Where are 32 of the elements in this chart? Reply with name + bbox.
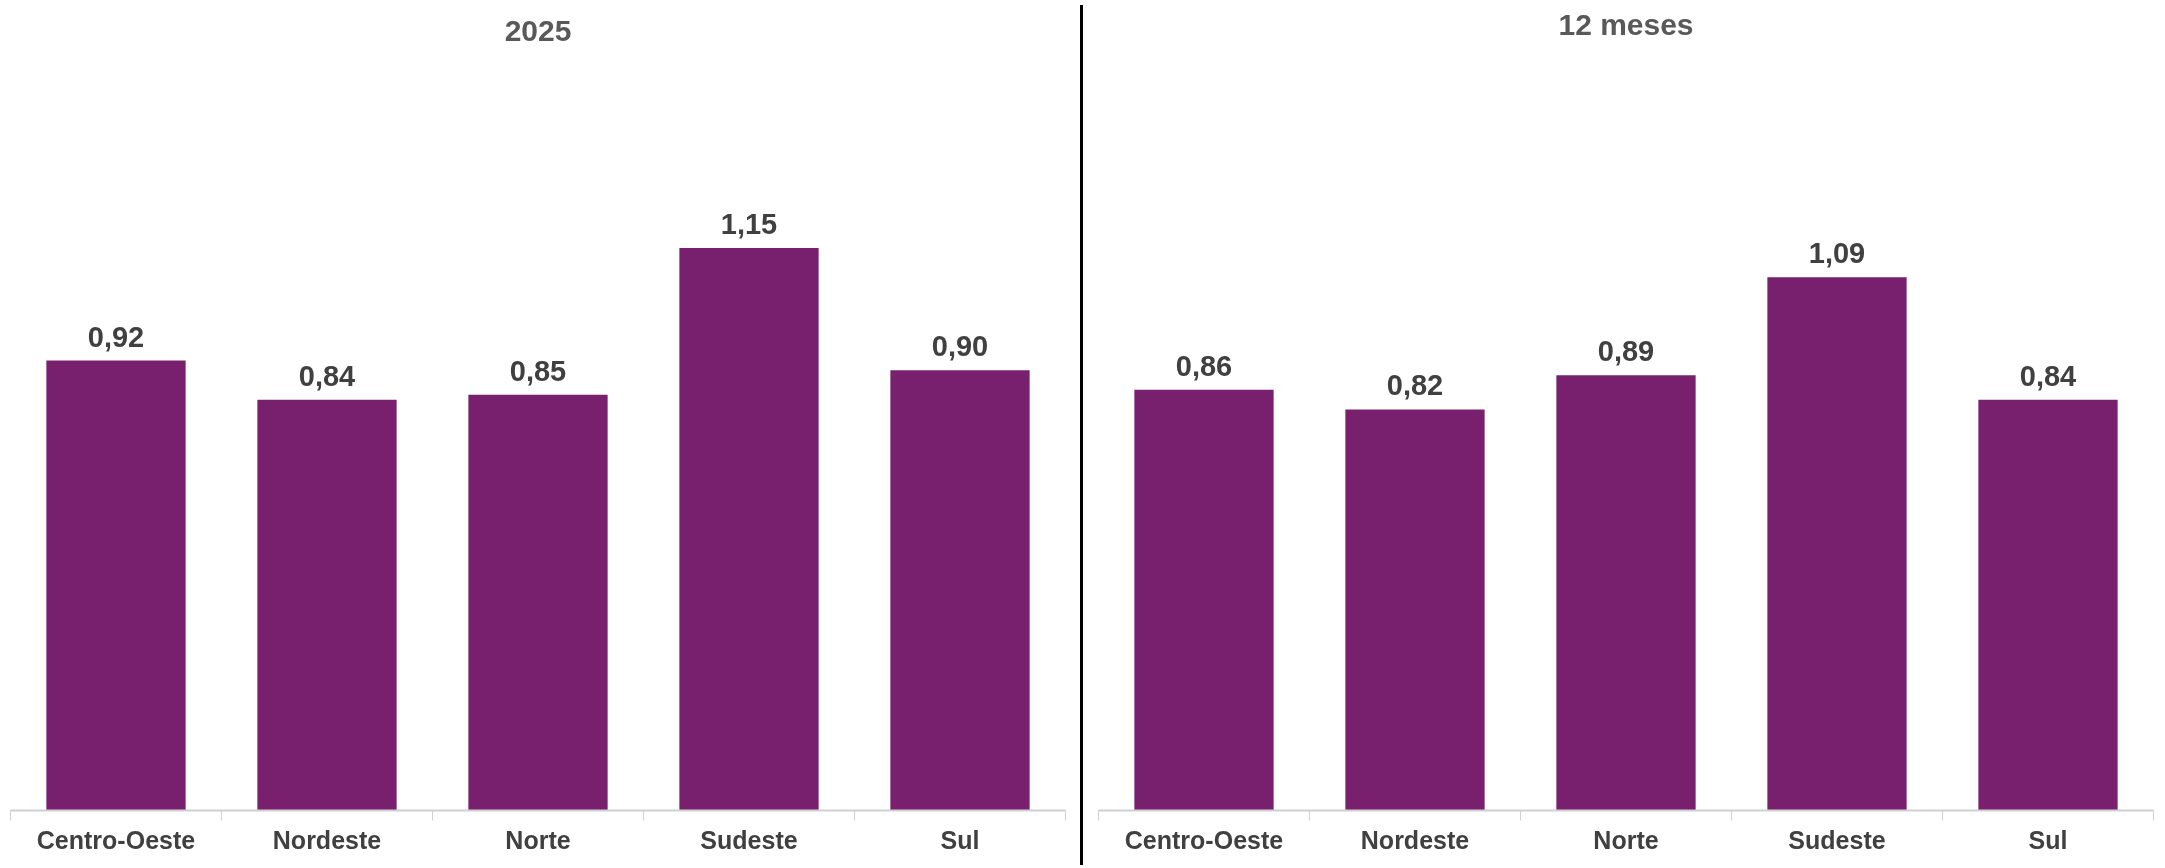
bar [1767,277,1907,811]
data-label: 1,15 [720,208,778,240]
data-label: 0,85 [509,354,567,387]
data-label: 0,89 [1597,335,1655,368]
data-label: 0,84 [298,359,356,392]
x-tick-label: Norte [1593,825,1659,854]
data-label: 0,84 [2019,359,2077,392]
bar [468,394,608,811]
x-tick-label: Sudeste [1788,825,1886,854]
bar [1345,409,1485,811]
x-tick-label: Centro-Oeste [1124,825,1284,854]
chart-title: 12 meses [1558,7,1694,41]
data-label: 0,92 [87,320,145,353]
bar [890,370,1030,811]
bar [257,399,397,811]
chart-title: 2025 [504,13,572,47]
bar [46,360,186,811]
x-tick-label: Nordeste [272,825,382,854]
x-tick-label: Nordeste [1360,825,1470,854]
bar [1978,399,2118,811]
bar [1556,375,1696,811]
x-tick-label: Sul [940,825,980,854]
x-tick-label: Norte [505,825,571,854]
x-tick-label: Centro-Oeste [36,825,196,854]
data-label: 1,09 [1808,237,1866,270]
bar [679,248,819,811]
data-label: 0,86 [1175,349,1233,382]
data-label: 0,82 [1386,369,1444,402]
x-tick-label: Sudeste [700,825,798,854]
bar [1134,389,1274,811]
data-label: 0,90 [931,330,989,363]
x-tick-label: Sul [2028,825,2068,854]
